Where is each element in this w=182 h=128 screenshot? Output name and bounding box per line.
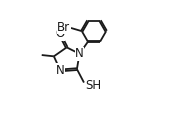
Text: N: N xyxy=(75,47,84,60)
Text: N: N xyxy=(56,64,65,77)
Text: Br: Br xyxy=(57,21,70,34)
Text: SH: SH xyxy=(85,79,101,92)
Text: O: O xyxy=(55,27,64,40)
